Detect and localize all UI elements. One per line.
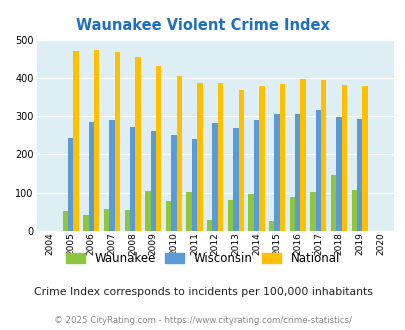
Bar <box>269 221 274 231</box>
Bar <box>104 209 109 231</box>
Bar <box>68 138 73 231</box>
Bar <box>356 119 362 231</box>
Bar <box>258 86 264 231</box>
Bar <box>94 50 99 231</box>
Bar <box>197 83 202 231</box>
Bar <box>253 119 258 231</box>
Bar <box>341 85 346 231</box>
Bar <box>336 117 341 231</box>
Bar <box>238 90 243 231</box>
Bar <box>320 80 326 231</box>
Bar <box>315 110 320 231</box>
Bar <box>351 190 356 231</box>
Text: Waunakee Violent Crime Index: Waunakee Violent Crime Index <box>76 18 329 33</box>
Bar <box>227 200 232 231</box>
Bar <box>212 123 217 231</box>
Bar <box>207 219 212 231</box>
Bar <box>130 127 135 231</box>
Bar <box>186 192 192 231</box>
Bar <box>109 119 114 231</box>
Bar <box>88 122 94 231</box>
Text: Crime Index corresponds to incidents per 100,000 inhabitants: Crime Index corresponds to incidents per… <box>34 287 371 297</box>
Bar <box>309 192 315 231</box>
Bar <box>124 210 130 231</box>
Bar <box>279 84 284 231</box>
Bar <box>289 197 294 231</box>
Bar <box>362 86 367 231</box>
Bar <box>232 128 238 231</box>
Bar <box>248 194 253 231</box>
Bar <box>171 135 176 231</box>
Bar <box>217 83 223 231</box>
Bar <box>330 175 336 231</box>
Bar <box>156 66 161 231</box>
Bar <box>294 114 300 231</box>
Legend: Waunakee, Wisconsin, National: Waunakee, Wisconsin, National <box>62 248 343 269</box>
Bar <box>73 51 79 231</box>
Bar <box>62 211 68 231</box>
Bar <box>135 57 140 231</box>
Bar <box>145 191 150 231</box>
Bar <box>176 76 181 231</box>
Bar <box>192 139 197 231</box>
Bar <box>274 114 279 231</box>
Bar <box>165 201 171 231</box>
Text: © 2025 CityRating.com - https://www.cityrating.com/crime-statistics/: © 2025 CityRating.com - https://www.city… <box>54 316 351 325</box>
Bar <box>83 214 88 231</box>
Bar <box>114 52 120 231</box>
Bar <box>150 131 156 231</box>
Bar <box>300 79 305 231</box>
